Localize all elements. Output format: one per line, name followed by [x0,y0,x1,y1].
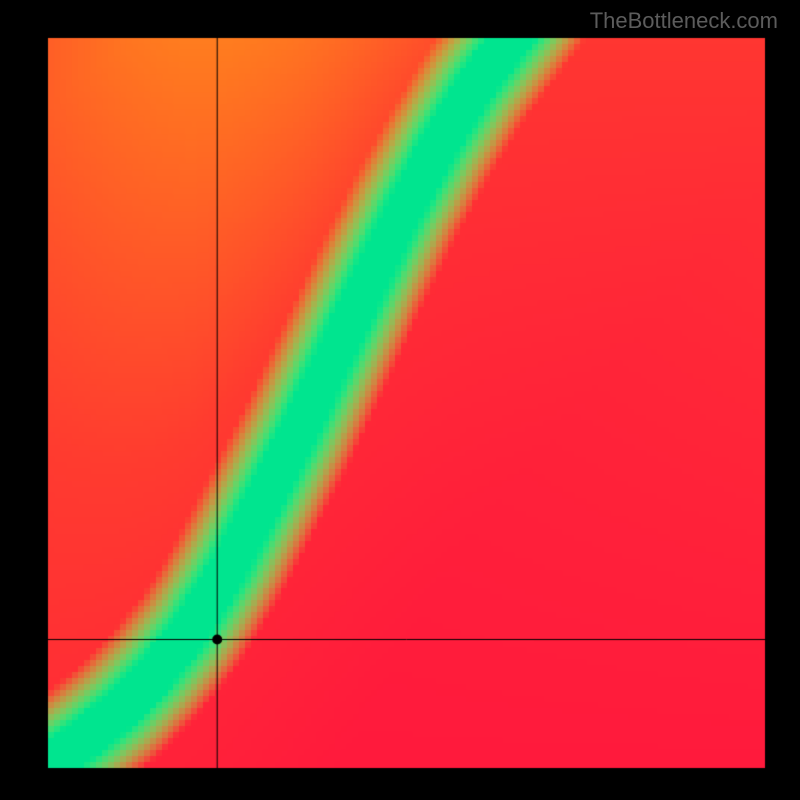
bottleneck-heatmap [0,0,800,800]
watermark-text: TheBottleneck.com [590,8,778,34]
